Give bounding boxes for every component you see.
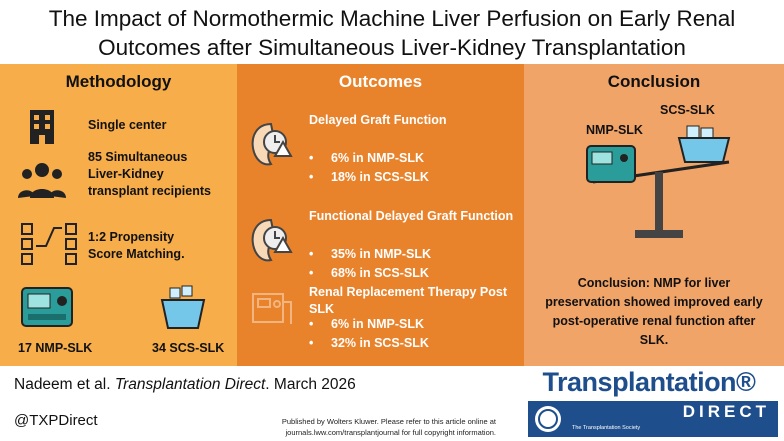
- building-icon: [30, 110, 54, 144]
- citation-authors: Nadeem et al.: [14, 376, 115, 393]
- society-seal: [535, 406, 561, 432]
- outcomes-panel: Outcomes Delayed Graft Function 6% in NMP…: [237, 64, 524, 366]
- title-line: Outcomes after Simultaneous Liver-Kidney…: [98, 35, 686, 60]
- people-icon: [18, 163, 66, 198]
- group-label: 34 SCS-SLK: [152, 341, 225, 355]
- heading: Methodology: [65, 72, 172, 91]
- ice-bucket-icon: [160, 285, 206, 329]
- logo-band: DIRECT The Transplantation Society: [528, 401, 778, 437]
- outcome-title: Functional Delayed Graft Function: [309, 209, 514, 223]
- conclusion-panel: Conclusion NMP-SLK SCS-SLK Conclusion: N…: [524, 64, 784, 366]
- citation: Nadeem et al. Transplantation Direct. Ma…: [14, 376, 356, 394]
- conclusion-text: Conclusion: NMP for liver preservation s…: [545, 276, 763, 347]
- outcome-bullet: 6% in NMP-SLK: [309, 316, 424, 333]
- kidney-clock-icon: [251, 122, 293, 166]
- scale-label: SCS-SLK: [660, 103, 715, 117]
- method-item: 85 Simultaneous Liver-Kidney transplant …: [88, 150, 211, 198]
- title-line: The Impact of Normothermic Machine Liver…: [48, 6, 736, 31]
- logo-society: The Transplantation Society: [572, 425, 641, 431]
- journal-logo: Transplantation® DIRECT The Transplantat…: [518, 367, 780, 439]
- outcome-title: Delayed Graft Function: [309, 113, 447, 127]
- kidney-clock-icon: [251, 218, 293, 262]
- outcome-title: Renal Replacement Therapy Post SLK: [309, 285, 507, 316]
- outcome-bullet: 32% in SCS-SLK: [309, 335, 429, 352]
- method-item: 1:2 Propensity Score Matching.: [88, 230, 185, 261]
- publisher-note: Published by Wolters Kluwer. Please refe…: [146, 416, 496, 438]
- method-item: Single center: [88, 118, 167, 132]
- outcome-bullet: 68% in SCS-SLK: [309, 265, 429, 282]
- note-line: Published by Wolters Kluwer. Please refe…: [281, 417, 496, 426]
- logo-name: Transplantation®: [542, 367, 756, 397]
- matching-icon: [21, 223, 77, 265]
- dialysis-icon: [252, 293, 292, 324]
- balance-scale-icon: [586, 125, 731, 238]
- citation-journal: Transplantation Direct: [114, 376, 266, 393]
- outcome-bullet: 6% in NMP-SLK: [309, 150, 424, 167]
- heading: Conclusion: [607, 72, 701, 91]
- methodology-panel: Methodology Single center 85 Simultaneou…: [0, 64, 237, 366]
- scale-label: NMP-SLK: [586, 123, 643, 137]
- logo-sub: DIRECT: [682, 402, 770, 421]
- outcome-bullet: 18% in SCS-SLK: [309, 169, 429, 186]
- citation-date: . March 2026: [265, 376, 356, 393]
- outcome-bullet: 35% in NMP-SLK: [309, 246, 431, 263]
- heading: Outcomes: [338, 72, 423, 91]
- note-line: journals.lww.com/transplantjournal for f…: [285, 428, 496, 437]
- perfusion-machine-icon: [21, 287, 73, 327]
- title: The Impact of Normothermic Machine Liver…: [0, 4, 784, 62]
- handle: @TXPDirect: [14, 412, 98, 429]
- group-label: 17 NMP-SLK: [18, 341, 93, 355]
